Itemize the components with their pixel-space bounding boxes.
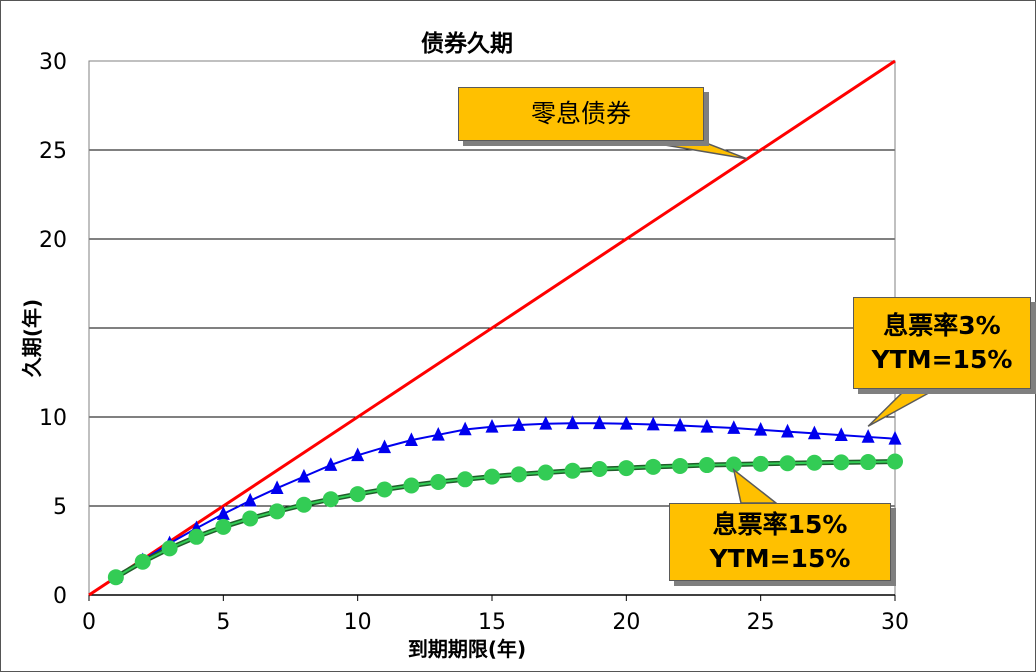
chart-title: 债券久期 [421, 30, 513, 57]
series-1-point-28 [861, 429, 875, 443]
series-2-point-12 [430, 473, 447, 490]
series-1-point-29 [888, 430, 902, 445]
series-2-point-0 [107, 569, 124, 586]
series-2-point-6 [269, 503, 286, 520]
series-1-point-13 [458, 421, 472, 436]
series-1-point-9 [351, 447, 365, 462]
callout-zero-coupon-line1: 零息债券 [530, 99, 631, 128]
callout-coupon-3-line2: YTM=15% [871, 345, 1013, 374]
series-2-point-13 [457, 471, 474, 488]
series-1-point-4 [216, 506, 230, 520]
callout-coupon-15-line1: 息票率15% [712, 510, 848, 539]
series-1-point-14 [485, 418, 499, 433]
y-tick-label-1: 5 [53, 495, 67, 520]
x-tick-label-1: 5 [216, 610, 230, 635]
series-1-point-12 [431, 427, 445, 441]
series-2-point-19 [618, 460, 635, 477]
series-1-point-21 [673, 417, 687, 432]
series-2-point-25 [779, 455, 796, 472]
series-1-point-24 [754, 422, 768, 436]
series-2-point-11 [403, 477, 420, 494]
series-2-point-20 [645, 458, 662, 475]
series-2-point-21 [672, 457, 689, 474]
y-tick-label-4: 20 [39, 228, 67, 253]
y-axis-title: 久期(年) [20, 299, 44, 377]
callout-coupon-3: 息票率3% YTM=15% [853, 297, 1031, 389]
series-2-point-1 [134, 553, 151, 570]
series-2-point-8 [322, 491, 339, 508]
series-1-point-17 [566, 415, 580, 430]
x-tick-label-3: 15 [478, 610, 506, 635]
y-tick-label-5: 25 [39, 139, 67, 164]
series-1-point-11 [404, 432, 418, 446]
callout-pointer-zero-coupon [640, 140, 748, 160]
series-2-point-3 [188, 528, 205, 545]
series-1-point-5 [243, 492, 257, 507]
series-2-point-26 [806, 454, 823, 471]
series-2-point-4 [215, 518, 232, 535]
callout-zero-coupon: 零息债券 [458, 87, 704, 141]
y-tick-label-2: 10 [39, 406, 67, 431]
series-1-point-18 [592, 415, 606, 430]
series-2-point-7 [295, 496, 312, 513]
y-tick-label-0: 0 [53, 584, 67, 609]
series-2-point-23 [725, 456, 742, 473]
callout-coupon-3-line1: 息票率3% [883, 311, 1001, 340]
series-1-point-23 [727, 420, 741, 434]
series-1-point-8 [324, 457, 338, 471]
series-2-point-18 [591, 460, 608, 477]
series-1-point-25 [781, 423, 795, 438]
x-tick-label-0: 0 [82, 610, 96, 635]
series-2-point-14 [484, 468, 500, 485]
series-1-point-16 [539, 415, 553, 430]
series-1-point-26 [807, 425, 821, 440]
callout-pointer-coupon-15 [732, 467, 779, 504]
series-2-point-27 [833, 454, 850, 471]
series-1-point-20 [646, 416, 660, 431]
callout-coupon-15-line2: YTM=15% [709, 544, 851, 573]
x-tick-label-6: 30 [881, 610, 909, 635]
series-1-point-27 [834, 427, 848, 442]
series-2-point-15 [510, 466, 527, 483]
x-axis-title: 到期期限(年) [408, 637, 526, 661]
series-1-point-19 [619, 415, 633, 430]
series-1-point-7 [297, 468, 311, 483]
series-2-point-17 [564, 462, 581, 479]
series-1-point-15 [512, 417, 526, 431]
series-2-point-10 [376, 481, 393, 498]
series-2-point-2 [161, 540, 178, 557]
series-2-point-22 [698, 457, 715, 474]
series-1-point-6 [270, 480, 284, 495]
series-2-point-24 [752, 455, 769, 472]
series-2-point-16 [537, 464, 554, 481]
callout-coupon-15: 息票率15% YTM=15% [669, 503, 891, 581]
series-1-point-22 [700, 418, 714, 433]
series-2-point-9 [349, 486, 366, 503]
series-2-point-28 [860, 454, 877, 471]
x-tick-label-2: 10 [344, 610, 372, 635]
series-2-point-29 [887, 453, 903, 470]
x-tick-label-4: 20 [612, 610, 640, 635]
callout-pointer-coupon-3 [867, 388, 937, 427]
series-0-line [88, 59, 896, 597]
y-tick-label-6: 30 [39, 50, 67, 75]
x-tick-label-5: 25 [747, 610, 775, 635]
series-2-point-5 [242, 510, 259, 527]
series-1-point-10 [378, 439, 392, 454]
